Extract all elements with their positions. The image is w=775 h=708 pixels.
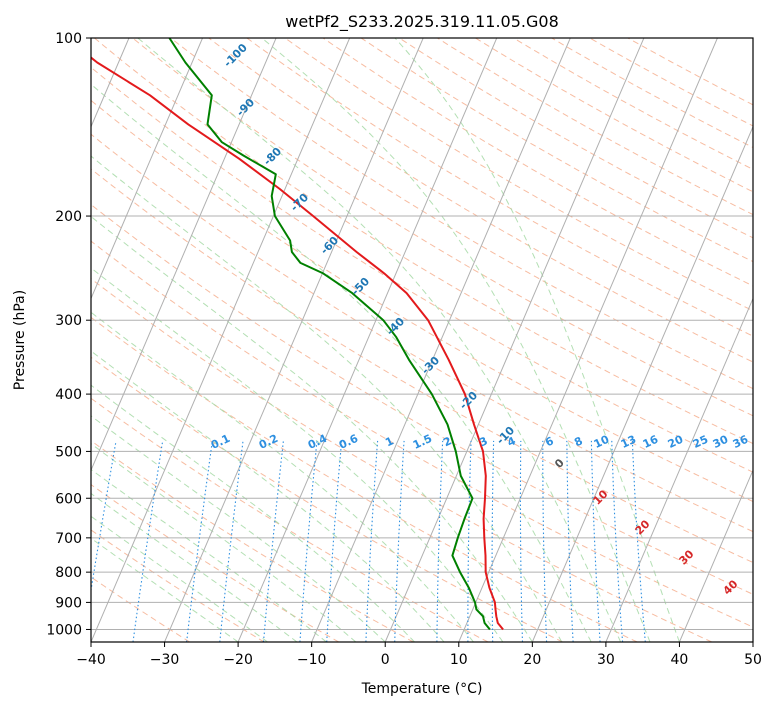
isotherm-line — [458, 38, 718, 642]
moist-adiabat — [91, 267, 504, 642]
plot-frame — [90, 37, 754, 643]
x-tick-label: 0 — [381, 652, 390, 668]
mixing-ratio-line — [91, 440, 117, 595]
moist-adiabat — [91, 537, 239, 642]
dewpoint-profile-line — [168, 38, 491, 631]
y-tick-label: 900 — [55, 595, 82, 611]
dry-adiabat — [93, 38, 753, 445]
y-tick-label: 200 — [55, 209, 82, 225]
mixing-ratio-label: 30 — [711, 433, 731, 451]
dry-adiabat — [91, 203, 753, 595]
dry-adiabat — [131, 38, 753, 417]
mixing-ratio-line — [436, 440, 444, 642]
dry-adiabat — [91, 356, 563, 642]
mixing-ratio-line — [566, 440, 574, 642]
mixing-ratio-line — [590, 440, 601, 642]
dry-adiabat — [207, 38, 753, 363]
moist-adiabat — [137, 38, 622, 642]
mixing-ratio-line — [631, 440, 646, 642]
mixing-ratio-line — [491, 440, 495, 642]
dry-adiabat — [91, 99, 753, 503]
y-tick-label: 800 — [55, 565, 82, 581]
dry-adiabat — [91, 133, 753, 533]
dry-adiabat — [91, 440, 414, 642]
temperature-profile-line — [91, 56, 504, 631]
y-tick-label: 600 — [55, 491, 82, 507]
isotherm-line — [91, 38, 351, 642]
mixing-ratio-label: 10 — [592, 433, 612, 451]
mixing-ratio-line — [326, 440, 343, 642]
y-tick-label: 400 — [55, 387, 82, 403]
dry-adiabat — [169, 38, 753, 390]
moist-adiabat — [91, 215, 533, 642]
mixing-ratio-line — [519, 440, 524, 642]
moist-adiabat — [394, 38, 680, 642]
dry-adiabat — [246, 38, 753, 337]
y-tick-label: 300 — [55, 313, 82, 329]
mixing-ratio-line — [219, 440, 244, 642]
isotherm-line — [91, 38, 277, 472]
dry-adiabat — [91, 483, 340, 642]
isotherm-line — [678, 468, 753, 642]
x-tick-label: 10 — [450, 652, 468, 668]
x-tick-label: 30 — [597, 652, 615, 668]
x-tick-label: −10 — [297, 652, 327, 668]
x-tick-label: 50 — [744, 652, 762, 668]
mixing-ratio-label: 25 — [691, 433, 710, 451]
x-tick-label: −40 — [76, 652, 106, 668]
isotherm-line — [164, 38, 424, 642]
x-axis-label: Temperature (°C) — [361, 681, 483, 697]
moist-adiabat — [91, 415, 386, 642]
mixing-ratio-label: 16 — [641, 433, 661, 451]
moist-adiabat — [91, 155, 563, 642]
isotherm-line — [605, 297, 753, 642]
chart-title: wetPf2_S233.2025.319.11.05.G08 — [285, 12, 559, 32]
x-tick-label: −30 — [150, 652, 180, 668]
y-axis-label: Pressure (hPa) — [12, 290, 28, 390]
y-tick-label: 1000 — [46, 622, 82, 638]
mixing-ratio-label: 20 — [666, 433, 686, 451]
mixing-ratio-label: 13 — [619, 433, 638, 451]
mixing-ratio-line — [365, 440, 379, 642]
x-tick-label: −20 — [223, 652, 253, 668]
y-tick-label: 500 — [55, 444, 82, 460]
moist-adiabat — [91, 492, 298, 642]
dry-adiabat — [91, 168, 753, 564]
x-tick-label: 20 — [523, 652, 541, 668]
y-tick-label: 700 — [55, 531, 82, 547]
y-tick-label: 100 — [55, 31, 82, 47]
mixing-ratio-line — [394, 440, 405, 642]
mixing-ratio-line — [186, 440, 213, 642]
mixing-ratio-line — [262, 440, 284, 642]
dry-adiabat — [91, 66, 753, 473]
mixing-ratio-line — [611, 440, 624, 642]
isotherm-line — [91, 38, 203, 300]
isotherm-line — [384, 38, 645, 642]
dry-adiabat — [91, 240, 753, 628]
mixing-ratio-line — [542, 440, 548, 642]
mixing-ratio-label: 36 — [731, 433, 751, 451]
isotherm-line — [237, 38, 498, 642]
x-tick-label: 40 — [671, 652, 689, 668]
moist-adiabat — [261, 38, 651, 642]
mixing-ratio-line — [467, 440, 472, 642]
moist-adiabat — [91, 468, 327, 642]
dry-adiabat — [91, 316, 638, 642]
isotherm-line — [311, 38, 571, 642]
mixing-ratio-line — [299, 440, 318, 642]
moist-adiabat — [91, 311, 474, 642]
moist-adiabat — [91, 515, 268, 642]
isotherm-line — [531, 125, 753, 642]
mixing-ratio-line — [132, 440, 164, 642]
